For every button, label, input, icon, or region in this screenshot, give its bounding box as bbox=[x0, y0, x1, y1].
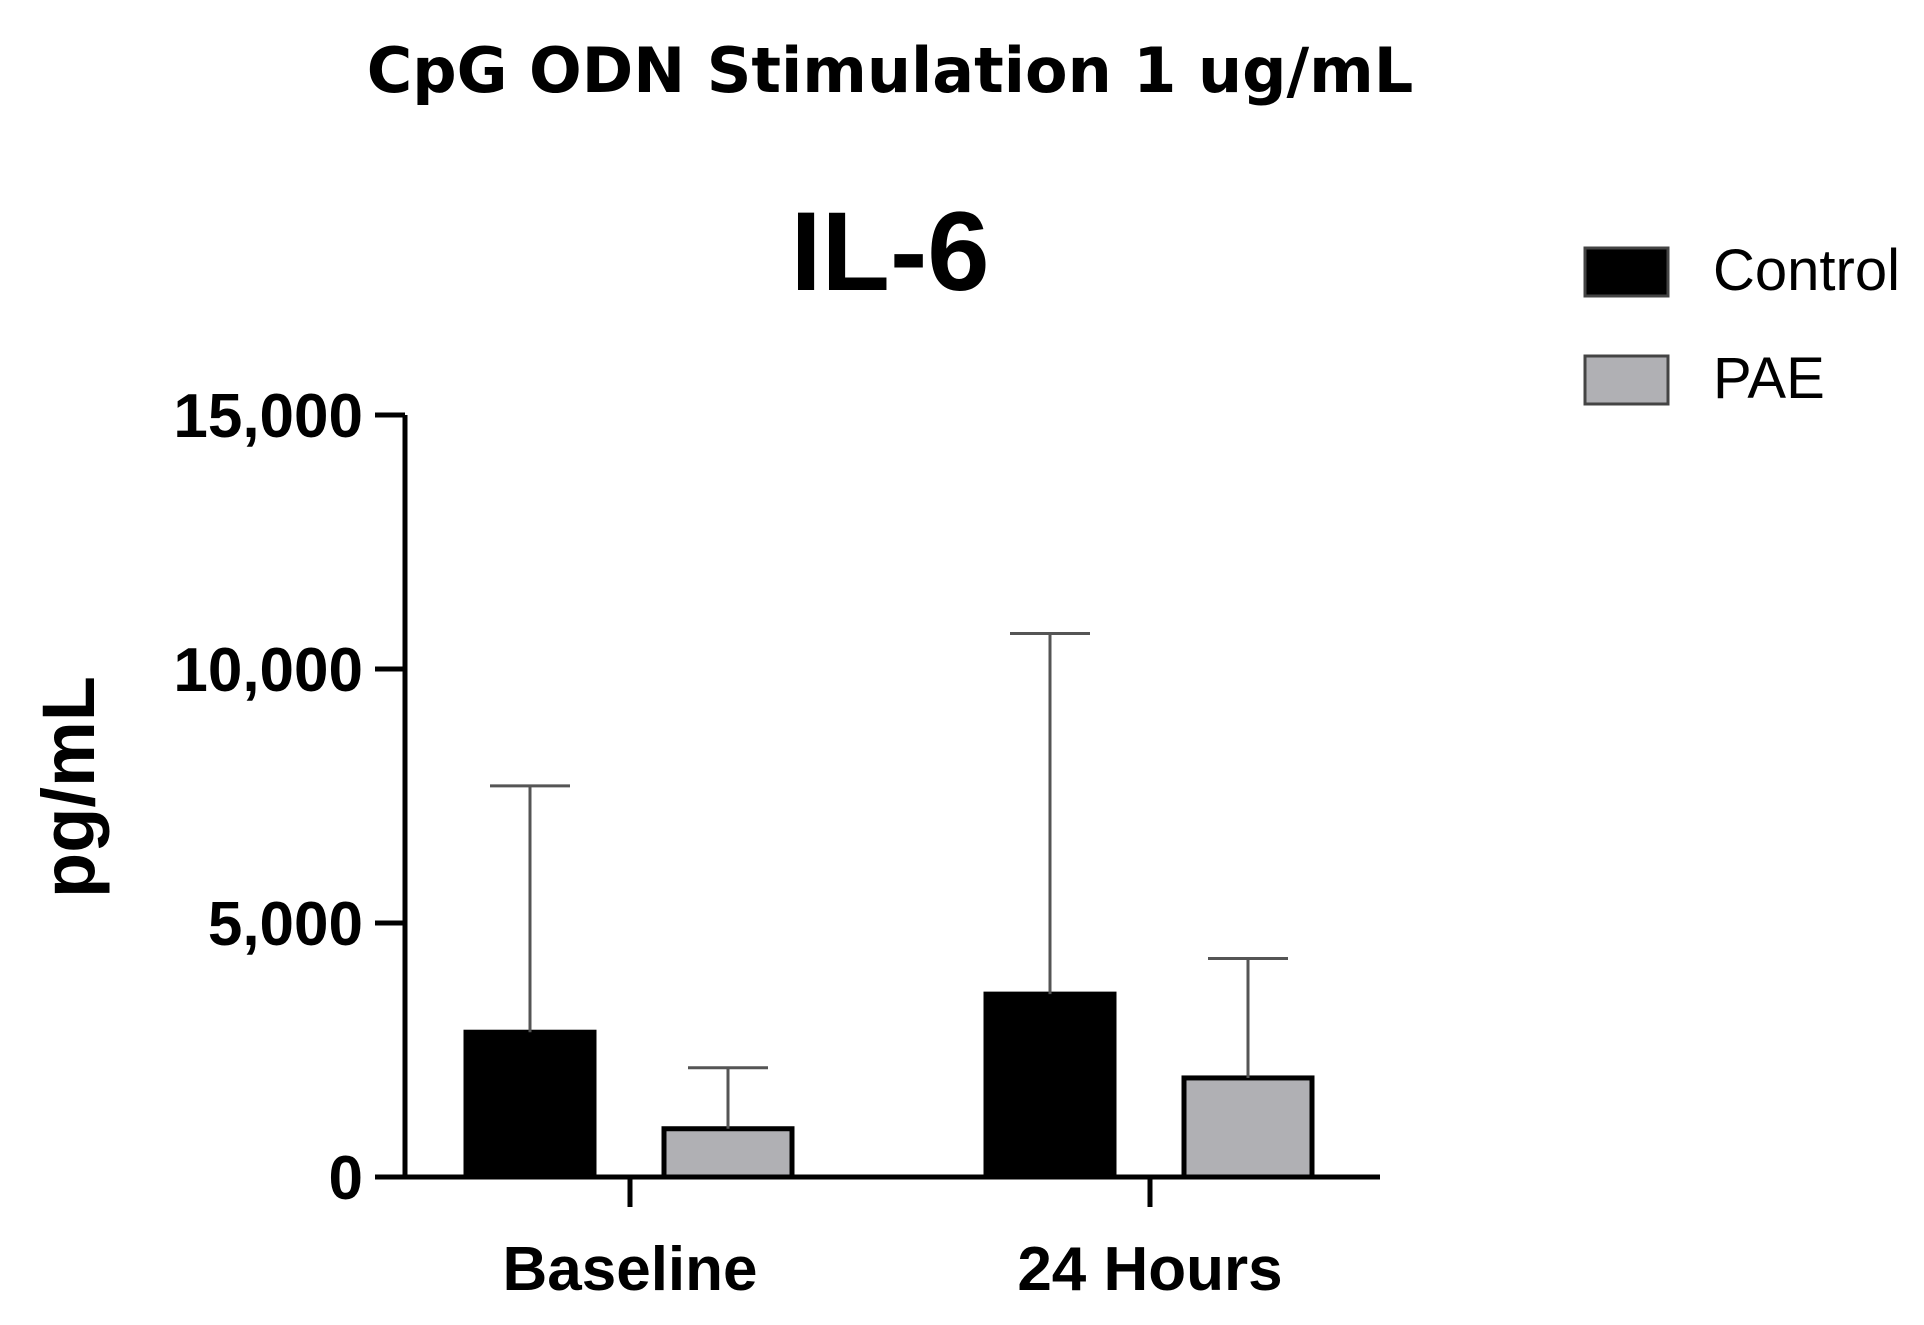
bar-pae bbox=[1181, 1075, 1315, 1180]
bar-pae bbox=[661, 1126, 795, 1180]
chart-title: IL-6 bbox=[790, 189, 989, 314]
x-tick-label: 24 Hours bbox=[1017, 1235, 1282, 1304]
legend-swatch-pae bbox=[1583, 354, 1670, 406]
chart-suptitle: CpG ODN Stimulation 1 ug/mL bbox=[367, 34, 1414, 107]
bar-control bbox=[983, 991, 1117, 1180]
legend-label-pae: PAE bbox=[1713, 346, 1825, 411]
y-tick-label: 10,000 bbox=[173, 636, 363, 705]
y-tick-label: 0 bbox=[329, 1144, 363, 1213]
legend-label-control: Control bbox=[1713, 238, 1900, 303]
y-tick-label: 15,000 bbox=[173, 382, 363, 451]
legend-swatch-control bbox=[1583, 246, 1670, 298]
bar-control bbox=[463, 1029, 597, 1180]
y-tick-label: 5,000 bbox=[208, 890, 363, 959]
y-axis-label: pg/mL bbox=[27, 676, 110, 898]
plot-area: 0 5,000 10,000 15,000 Baseline 24 Hours bbox=[173, 382, 1380, 1304]
x-tick-label: Baseline bbox=[502, 1235, 757, 1304]
legend: Control PAE bbox=[1583, 238, 1900, 411]
